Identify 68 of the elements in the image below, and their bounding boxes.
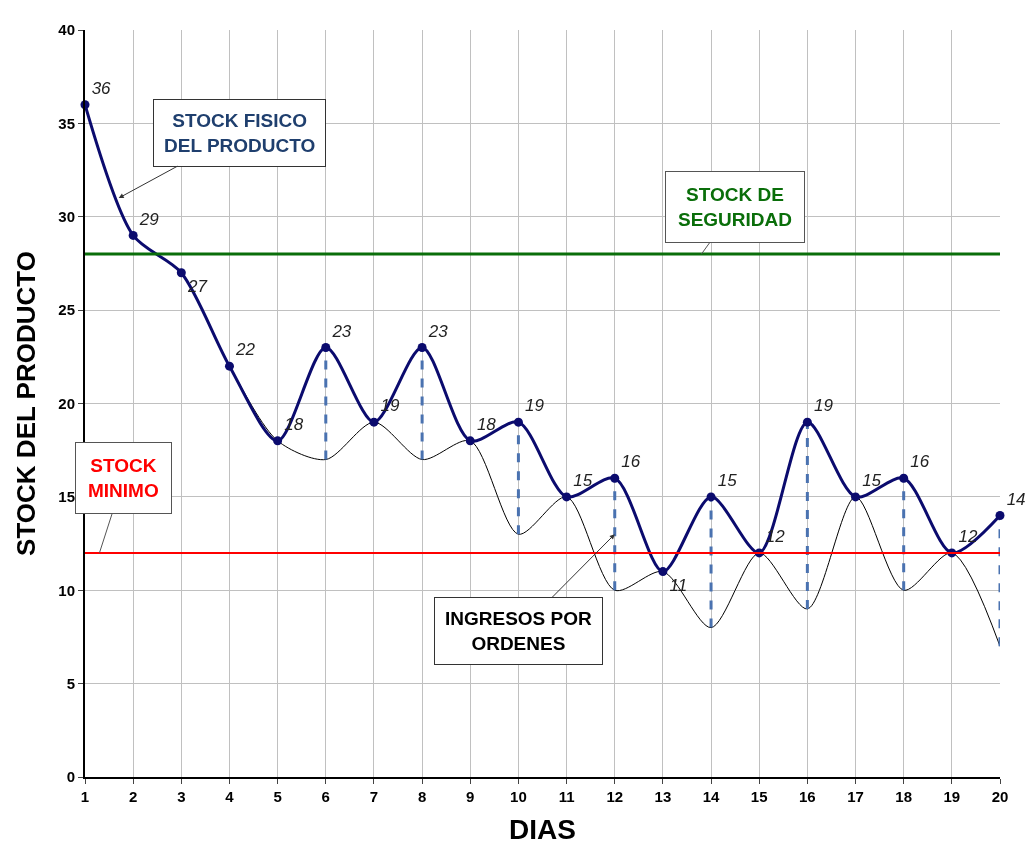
data-label: 23 (331, 321, 352, 341)
x-tick-label: 3 (177, 788, 186, 805)
data-label: 36 (91, 78, 112, 98)
point (851, 492, 861, 502)
point (995, 511, 1005, 521)
x-tick-label: 18 (895, 788, 913, 805)
x-tick-label: 6 (321, 788, 330, 805)
x-tick-label: 15 (750, 788, 768, 805)
data-label: 23 (427, 321, 449, 341)
x-tick-label: 20 (991, 788, 1009, 805)
x-tick-label: 7 (369, 788, 379, 805)
data-label: 14 (1006, 489, 1026, 509)
x-tick-label: 1 (80, 788, 90, 805)
x-tick-label: 8 (417, 788, 427, 805)
x-tick-label: 4 (225, 788, 235, 805)
x-tick-label: 16 (799, 788, 816, 805)
point (176, 268, 186, 278)
x-tick-label: 2 (128, 788, 138, 805)
y-tick-label: 35 (58, 114, 75, 132)
point (417, 342, 427, 352)
data-label: 22 (235, 340, 256, 360)
point (899, 473, 909, 483)
data-label: 18 (476, 414, 497, 434)
x-tick-label: 19 (943, 788, 961, 805)
point (128, 230, 138, 240)
y-tick-label: 15 (58, 488, 75, 506)
point (562, 492, 572, 502)
data-label: 16 (910, 452, 930, 472)
y-tick-label: 5 (66, 674, 75, 692)
point (658, 567, 668, 577)
annotation: STOCK FISICO DEL PRODUCTO (164, 110, 316, 156)
x-tick-label: 11 (558, 788, 575, 805)
annotation: INGRESOS POR ORDENES (445, 608, 593, 654)
data-label: 19 (813, 396, 834, 416)
point (369, 417, 379, 427)
ref-line-label: STOCK MINIMO (88, 455, 159, 501)
point (513, 417, 523, 427)
data-label: 15 (862, 471, 882, 491)
y-tick-label: 20 (58, 394, 75, 412)
point (610, 473, 620, 483)
x-axis-title: DIAS (509, 813, 576, 845)
x-tick-label: 17 (847, 788, 864, 805)
point (321, 342, 331, 352)
point (273, 436, 283, 446)
point (802, 417, 812, 427)
y-tick-label: 0 (66, 768, 75, 786)
data-label: 15 (573, 471, 593, 491)
y-tick-label: 10 (58, 581, 75, 599)
y-axis-title: STOCK DEL PRODUCTO (11, 251, 42, 556)
ref-line-label: STOCK DE SEGURIDAD (678, 184, 793, 230)
data-label: 19 (525, 396, 545, 416)
x-tick-label: 14 (702, 788, 721, 805)
x-tick-label: 5 (273, 788, 282, 805)
point (465, 436, 475, 446)
x-tick-label: 10 (510, 788, 527, 805)
data-label: 15 (717, 471, 738, 491)
y-tick-label: 25 (58, 301, 75, 319)
data-label: 16 (621, 452, 641, 472)
data-label: 11 (669, 575, 688, 595)
point (706, 492, 716, 502)
y-tick-label: 40 (58, 21, 75, 39)
x-tick-label: 13 (654, 788, 672, 805)
point (224, 361, 234, 371)
x-tick-label: 9 (466, 788, 475, 805)
data-label: 29 (138, 209, 160, 229)
x-tick-label: 12 (606, 788, 624, 805)
data-label: 12 (958, 527, 978, 547)
y-tick-label: 30 (58, 208, 75, 225)
